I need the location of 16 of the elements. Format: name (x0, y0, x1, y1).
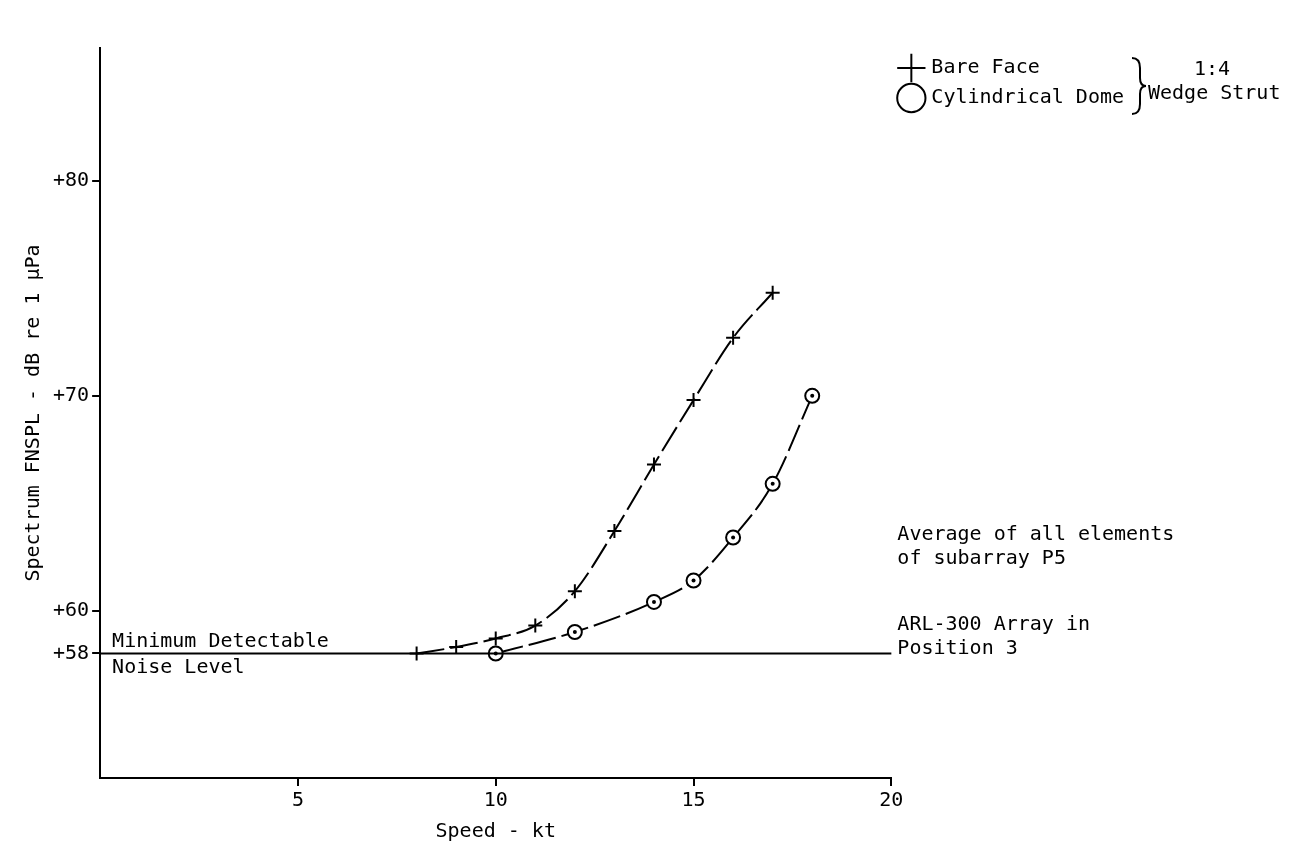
legend-label: Bare Face (931, 54, 1040, 79)
y-tick-label: +60 (53, 596, 90, 621)
x-tick-label: 5 (291, 787, 304, 812)
y-axis-title: Spectrum FNSPL - dB re 1 µPa (20, 244, 45, 582)
y-tick-label: +80 (53, 167, 90, 192)
legend-label: Cylindrical Dome (931, 84, 1124, 109)
y-tick-label: +70 (53, 382, 90, 407)
x-tick-label: 10 (483, 787, 508, 812)
text: ARL-300 Array in Position 3 (897, 610, 1090, 659)
ref-line-label: Minimum Detectable Noise Level (112, 627, 329, 678)
y-tick-label: +58 (53, 639, 90, 664)
x-tick-label: 15 (681, 787, 706, 812)
text: 1:4 Wedge Strut (1148, 56, 1281, 105)
x-axis-title: Speed - kt (435, 818, 556, 843)
x-tick-label: 20 (879, 787, 904, 812)
text: Average of all elements of subarray P5 (897, 520, 1175, 569)
